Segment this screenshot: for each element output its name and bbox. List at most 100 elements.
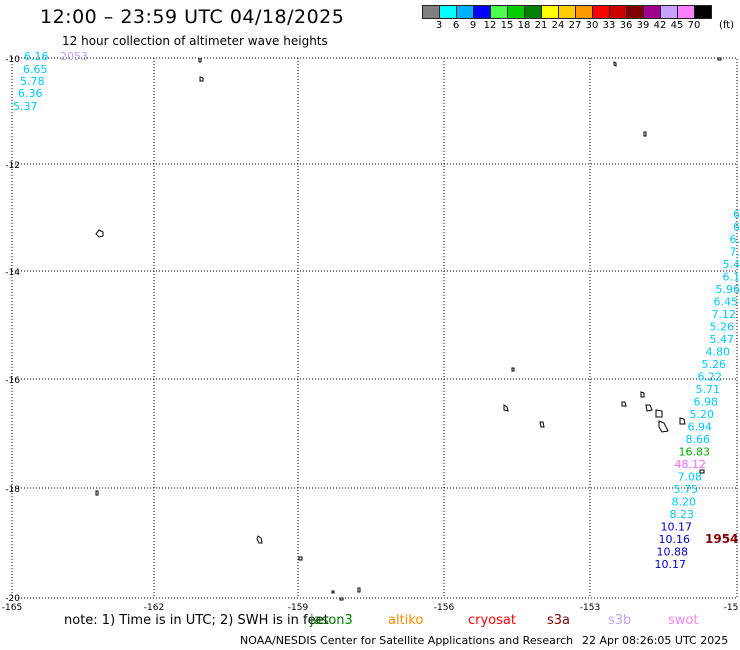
scale-label: 18	[517, 20, 531, 31]
island-outline	[613, 61, 617, 67]
footer-date: 22 Apr 08:26:05 UTC 2025	[582, 634, 729, 647]
island-outline	[357, 587, 361, 593]
lon-label: -159	[288, 603, 309, 613]
swh-label: 6.94	[688, 421, 713, 434]
left-track-labels: 2053 6.166.655.786.365.37	[13, 50, 88, 113]
swh-label: 10.16	[659, 533, 691, 546]
map-frame	[11, 57, 738, 599]
swh-label: 7.	[730, 246, 740, 259]
lat-label: -18	[5, 485, 20, 495]
swh-label: 5.37	[13, 100, 38, 113]
island-outline	[699, 469, 705, 474]
swh-label: 6.16	[24, 50, 49, 63]
swh-label: 10.88	[657, 546, 689, 559]
legend-satellite-s3b: s3b	[608, 613, 632, 628]
scale-label: 9	[469, 20, 477, 31]
swh-label: 6.98	[694, 396, 719, 409]
swh-label: 5.78	[20, 75, 45, 88]
swh-label: 6.45	[714, 296, 739, 309]
map-subtitle: 12 hour collection of altimeter wave hei…	[62, 34, 328, 48]
lat-label: -16	[5, 376, 20, 386]
swh-label: 16.83	[679, 446, 711, 459]
legend-satellite-jason3: jason3	[310, 613, 353, 628]
swh-label: 8.66	[686, 433, 711, 446]
scale-label: 45	[670, 20, 684, 31]
track-time-label: 2053	[60, 50, 88, 63]
scale-label: 24	[551, 20, 565, 31]
right-track-labels: 666.7.5.46.15.966.457.125.265.474.805.26…	[655, 208, 740, 571]
island-outline	[503, 404, 509, 412]
scale-label: 6	[452, 20, 460, 31]
lat-label: -20	[5, 594, 20, 604]
swh-label: 6.1	[723, 271, 740, 284]
island-outline	[640, 391, 645, 398]
scale-label: 70	[687, 20, 701, 31]
lat-label: -12	[5, 161, 20, 171]
swh-label: 5.26	[702, 358, 727, 371]
swh-label: 7.12	[712, 308, 737, 321]
island-outline	[331, 590, 335, 594]
scale-label: 12	[483, 20, 497, 31]
legend-note: note: 1) Time is in UTC; 2) SWH is in fe…	[64, 613, 329, 628]
island-outline	[198, 58, 202, 63]
scale-label: 33	[602, 20, 616, 31]
island-outline	[199, 76, 204, 82]
lon-label: -162	[144, 603, 164, 613]
lon-label: -15	[724, 603, 739, 613]
swh-label: 6.22	[698, 371, 723, 384]
island-outline	[539, 421, 545, 428]
island-outline	[621, 401, 627, 407]
swh-label: 5.47	[710, 333, 735, 346]
lon-label: -153	[580, 603, 600, 613]
island-outline	[95, 229, 104, 238]
swh-label: 10.17	[655, 558, 687, 571]
lon-label: -165	[2, 603, 22, 613]
island-outline	[655, 409, 663, 418]
color-scale-unit: (ft)	[719, 20, 735, 31]
map-title: 12:00 – 23:59 UTC 04/18/2025	[40, 6, 345, 28]
legend-satellite-swot: swot	[668, 613, 699, 628]
swh-label: 5.20	[690, 408, 715, 421]
swh-label: 10.17	[661, 521, 693, 534]
scale-label: 21	[534, 20, 548, 31]
swh-label: 6.36	[18, 87, 43, 100]
scale-label: 42	[653, 20, 667, 31]
scale-swatch-16	[694, 5, 712, 19]
map-grid	[12, 58, 737, 597]
island-outline	[339, 597, 344, 601]
scale-label: 30	[585, 20, 599, 31]
island-outline	[643, 131, 647, 137]
legend-satellite-s3a: s3a	[547, 613, 571, 628]
legend-satellite-cryosat: cryosat	[468, 613, 516, 628]
lat-label: -10	[5, 55, 20, 65]
lat-label: -14	[5, 268, 20, 278]
swh-label: 8.23	[670, 508, 695, 521]
island-outline	[298, 556, 303, 561]
track-time-label: 1954	[705, 532, 738, 546]
swh-label: 6.65	[23, 63, 48, 76]
color-scale-labels: 3 6 9 12 15 18 21 24 27 30 33 36 39 42 45 70	[422, 20, 740, 34]
scale-label: 27	[568, 20, 582, 31]
swh-label: 5.26	[710, 321, 735, 334]
swh-label: 48.12	[675, 458, 707, 471]
island-outline	[511, 367, 515, 372]
swh-label: 8.20	[672, 496, 697, 509]
island-outline	[645, 404, 653, 412]
island-outlines	[95, 57, 722, 601]
axis-labels: -10-12-14-16-18-20-165 -162 -159 -156 -153 -1…	[2, 55, 739, 613]
swh-label: 7.08	[678, 471, 703, 484]
island-outline	[717, 57, 722, 61]
swh-label: 5.75	[674, 483, 699, 496]
legend-satellite-altiko: altiko	[388, 613, 424, 628]
swh-label: 5.71	[696, 383, 721, 396]
swh-label: 6	[733, 208, 740, 221]
swh-label: 4.80	[706, 346, 731, 359]
swh-label: 5.96	[716, 283, 740, 296]
island-outline	[658, 420, 669, 433]
island-outline	[256, 535, 263, 544]
scale-label: 3	[435, 20, 443, 31]
lon-label: -156	[434, 603, 455, 613]
island-outline	[95, 490, 99, 496]
swh-label: 6	[733, 221, 740, 234]
